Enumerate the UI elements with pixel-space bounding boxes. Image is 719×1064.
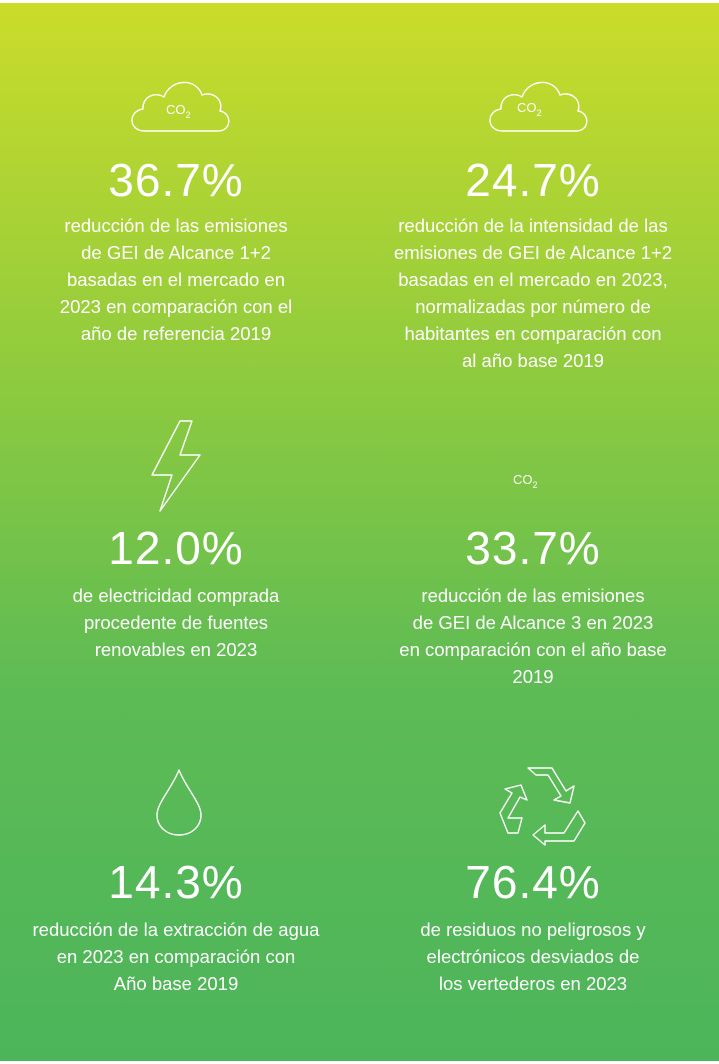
stat-description: año de referencia 2019 [80, 323, 272, 344]
cloud-icon [131, 81, 230, 132]
stat-description: basadas en el mercado en 2023, [398, 269, 668, 290]
stat-description: de electricidad comprada [72, 585, 280, 606]
drop-icon [156, 769, 202, 836]
stat-description: de GEI de Alcance 1+2 [81, 242, 271, 263]
stat-value: 33.7% [465, 522, 601, 574]
recycle-icon [499, 767, 586, 846]
stat-description: reducción de las emisiones [421, 585, 645, 606]
co2-text: CO [513, 472, 533, 487]
co2-label: CO2 [517, 100, 542, 118]
stat-value: 12.0% [108, 522, 244, 574]
stat-description: de residuos no peligrosos y [420, 919, 646, 940]
stat-description: de GEI de Alcance 3 en 2023 [412, 612, 654, 633]
stat-description: normalizadas por número de [415, 296, 651, 317]
stat-description: en 2023 en comparación con [56, 946, 296, 967]
stat-description: en comparación con el año base [399, 639, 667, 660]
co2-text: CO [166, 102, 186, 117]
co2-label: CO2 [166, 102, 191, 120]
stat-value: 76.4% [465, 856, 601, 908]
stat-description: reducción de las emisiones [64, 215, 288, 236]
co2-sub: 2 [533, 480, 538, 490]
lightning-icon [151, 420, 201, 512]
stat-description: reducción de la extracción de agua [32, 919, 320, 940]
stat-description: habitantes en comparación con [404, 323, 662, 344]
co2-label: CO2 [513, 472, 538, 490]
stat-value: 24.7% [465, 154, 601, 206]
stat-value: 36.7% [108, 154, 244, 206]
stat-description: Año base 2019 [113, 973, 239, 994]
stat-description: al año base 2019 [462, 350, 604, 371]
stat-description: 2019 [512, 666, 554, 687]
cloud-icon [489, 81, 588, 132]
co2-sub: 2 [537, 108, 542, 118]
stat-description: procedente de fuentes [83, 612, 269, 633]
icons: CO2 CO2 CO2 [131, 81, 588, 846]
stat-description: reducción de la intensidad de las [398, 215, 668, 236]
co2-text: CO [517, 100, 537, 115]
co2-sub: 2 [186, 110, 191, 120]
stat-description: 2023 en comparación con el [59, 296, 293, 317]
stat-value: 14.3% [108, 856, 244, 908]
stat-description: emisiones de GEI de Alcance 1+2 [393, 242, 673, 263]
stat-description: renovables en 2023 [94, 639, 258, 660]
stat-description: basadas en el mercado en [66, 269, 286, 290]
stat-description: electrónicos desviados de [426, 946, 640, 967]
stat-description: los vertederos en 2023 [438, 973, 628, 994]
